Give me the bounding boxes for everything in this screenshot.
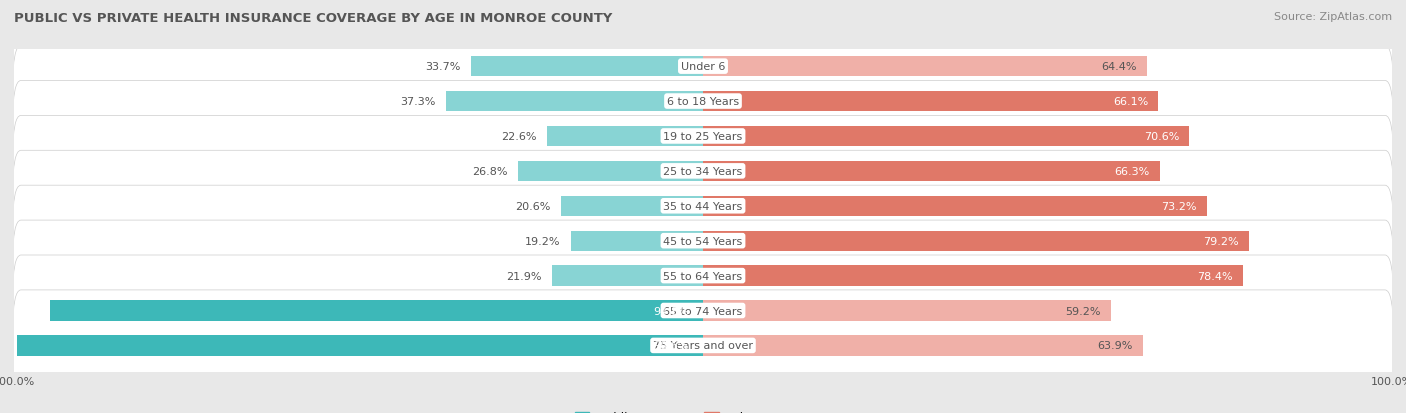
Bar: [703, 266, 1243, 286]
Text: 66.3%: 66.3%: [1114, 166, 1150, 176]
Text: 35 to 44 Years: 35 to 44 Years: [664, 201, 742, 211]
Bar: [703, 57, 1147, 77]
Text: 33.7%: 33.7%: [425, 62, 461, 72]
Text: 37.3%: 37.3%: [401, 97, 436, 107]
Text: 65 to 74 Years: 65 to 74 Years: [664, 306, 742, 316]
FancyBboxPatch shape: [13, 221, 1393, 331]
Bar: [17, 335, 703, 356]
Text: 64.4%: 64.4%: [1101, 62, 1136, 72]
Text: 19 to 25 Years: 19 to 25 Years: [664, 132, 742, 142]
Bar: [703, 231, 1249, 251]
Text: 66.1%: 66.1%: [1112, 97, 1149, 107]
Text: 6 to 18 Years: 6 to 18 Years: [666, 97, 740, 107]
Text: 21.9%: 21.9%: [506, 271, 541, 281]
Text: 94.8%: 94.8%: [654, 306, 689, 316]
Text: 79.2%: 79.2%: [1202, 236, 1239, 246]
Bar: [571, 231, 703, 251]
Bar: [446, 92, 703, 112]
FancyBboxPatch shape: [13, 186, 1393, 297]
Text: 70.6%: 70.6%: [1143, 132, 1180, 142]
Text: 26.8%: 26.8%: [472, 166, 508, 176]
Text: Source: ZipAtlas.com: Source: ZipAtlas.com: [1274, 12, 1392, 22]
Text: 22.6%: 22.6%: [502, 132, 537, 142]
FancyBboxPatch shape: [13, 255, 1393, 366]
Bar: [703, 301, 1111, 321]
Text: 45 to 54 Years: 45 to 54 Years: [664, 236, 742, 246]
Text: PUBLIC VS PRIVATE HEALTH INSURANCE COVERAGE BY AGE IN MONROE COUNTY: PUBLIC VS PRIVATE HEALTH INSURANCE COVER…: [14, 12, 613, 25]
Text: 73.2%: 73.2%: [1161, 201, 1197, 211]
Bar: [519, 161, 703, 182]
Text: 99.6%: 99.6%: [654, 341, 689, 351]
Text: Under 6: Under 6: [681, 62, 725, 72]
Text: 19.2%: 19.2%: [524, 236, 561, 246]
Text: 25 to 34 Years: 25 to 34 Years: [664, 166, 742, 176]
Bar: [471, 57, 703, 77]
FancyBboxPatch shape: [13, 12, 1393, 122]
Bar: [703, 196, 1208, 216]
FancyBboxPatch shape: [13, 46, 1393, 157]
Bar: [561, 196, 703, 216]
Bar: [703, 126, 1189, 147]
Bar: [547, 126, 703, 147]
Bar: [703, 92, 1159, 112]
Text: 63.9%: 63.9%: [1098, 341, 1133, 351]
Text: 20.6%: 20.6%: [516, 201, 551, 211]
Legend: Public Insurance, Private Insurance: Public Insurance, Private Insurance: [575, 411, 831, 413]
Bar: [703, 161, 1160, 182]
Text: 75 Years and over: 75 Years and over: [652, 341, 754, 351]
Bar: [703, 335, 1143, 356]
Bar: [553, 266, 703, 286]
Text: 59.2%: 59.2%: [1064, 306, 1101, 316]
FancyBboxPatch shape: [13, 290, 1393, 401]
Text: 55 to 64 Years: 55 to 64 Years: [664, 271, 742, 281]
FancyBboxPatch shape: [13, 116, 1393, 227]
FancyBboxPatch shape: [13, 151, 1393, 262]
FancyBboxPatch shape: [13, 81, 1393, 192]
Text: 78.4%: 78.4%: [1197, 271, 1233, 281]
Bar: [49, 301, 703, 321]
